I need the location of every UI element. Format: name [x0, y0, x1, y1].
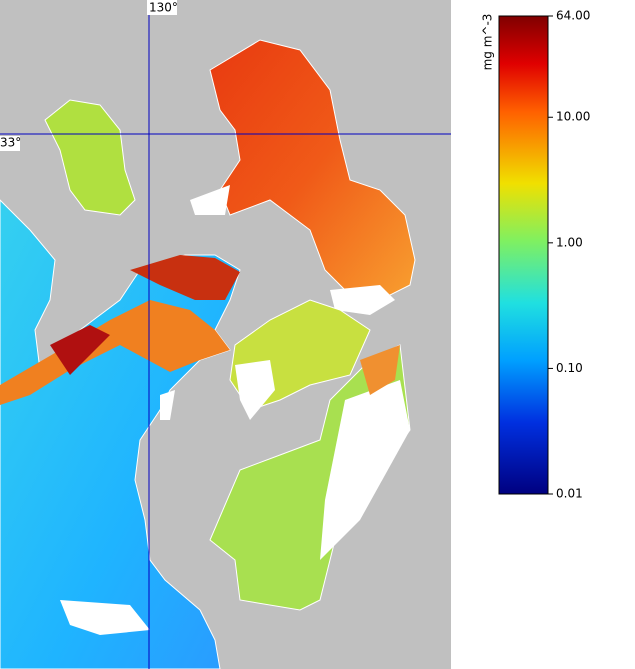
coastal-band	[360, 345, 400, 395]
cloud	[60, 390, 175, 635]
island-sea	[44, 99, 136, 216]
colorbar-scale	[498, 15, 549, 495]
tick-label: 10.00	[556, 110, 590, 124]
longitude-label: 130°	[149, 1, 178, 15]
coastal-band	[0, 300, 230, 405]
colorbar: mg m^-3 64.00 10.00 1.00 0.10 0.01	[481, 9, 591, 501]
cloud	[320, 380, 410, 560]
colorbar-title: mg m^-3	[481, 14, 495, 71]
tick-label: 1.00	[556, 235, 583, 249]
high-chl	[130, 255, 240, 300]
tick-label: 0.10	[556, 361, 583, 375]
tick-label: 64.00	[556, 9, 590, 23]
label-bg	[147, 0, 177, 15]
latitude-label: 33°	[0, 136, 21, 150]
cloud	[190, 185, 395, 315]
label-bg	[0, 136, 20, 151]
map: 130° 33°	[0, 0, 451, 669]
cloud	[235, 360, 275, 420]
tick-label: 0.01	[556, 487, 583, 501]
high-chl	[50, 325, 110, 375]
